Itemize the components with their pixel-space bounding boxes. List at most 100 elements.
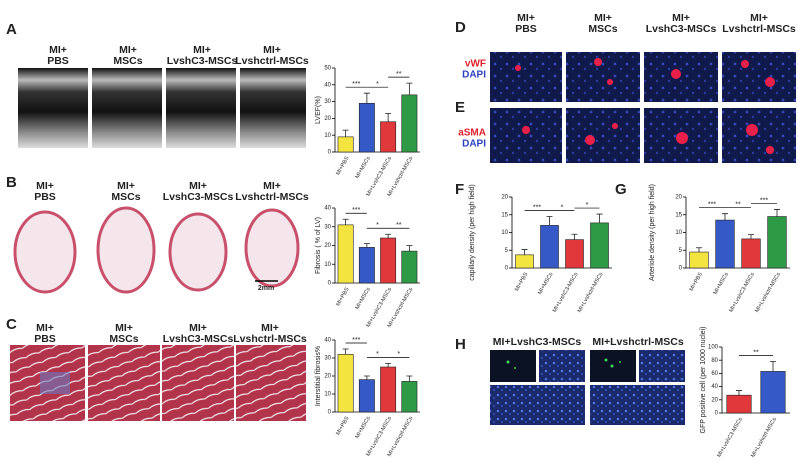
y-tick-label: 10 — [324, 133, 331, 139]
significance-label: * — [376, 222, 379, 229]
gfp-inset — [490, 350, 536, 382]
group-label: MI+Lvshctrl-MSCs — [592, 336, 683, 348]
bar — [380, 121, 397, 153]
y-axis-label: LVEF(%) — [315, 96, 322, 124]
bar — [380, 366, 397, 413]
significance-label: ** — [396, 71, 402, 78]
x-tick-label: MI+Lvshctrl-MSCs — [750, 417, 778, 459]
error-bar — [363, 92, 370, 104]
bar — [689, 251, 709, 269]
x-tick-label: MI+PBS — [335, 286, 351, 307]
x-tick-label: MI+Lvshctrl-MSCs — [754, 272, 782, 314]
error-bar — [774, 209, 780, 217]
gfp-image — [590, 385, 685, 425]
layout — [10, 52, 796, 425]
fluorescence-image — [722, 108, 796, 163]
bar — [726, 394, 752, 414]
panel-letter: A — [6, 21, 17, 38]
significance-label: ** — [753, 349, 759, 356]
x-tick-label: MI+Lvshctrl-MSCs — [577, 272, 605, 314]
y-tick-label: 0 — [679, 266, 683, 272]
heart-section — [13, 210, 77, 294]
y-tick-label: 15 — [675, 212, 682, 218]
y-tick-label: 10 — [324, 392, 331, 398]
group-label: MI+ — [193, 44, 211, 56]
x-tick-label: MI+LvshC3-MSCs — [716, 417, 744, 459]
error-bar — [385, 112, 392, 122]
group-label: MI+ — [115, 322, 133, 334]
panel-letter: C — [6, 316, 17, 333]
y-tick-label: 30 — [324, 224, 331, 230]
group-label: PBS — [515, 23, 537, 35]
significance-label: * — [376, 351, 379, 358]
gfp-inset — [639, 350, 685, 382]
significance-label: *** — [352, 207, 360, 214]
group-label: MSCs — [113, 55, 142, 67]
echo-image — [18, 68, 88, 148]
bar — [767, 216, 787, 269]
y-tick-label: 10 — [675, 230, 682, 236]
bar — [358, 247, 375, 284]
x-tick-label: MI+PBS — [514, 271, 530, 292]
group-label: LvshC3-MSCs — [163, 333, 234, 345]
y-tick-label: 0 — [328, 150, 332, 156]
panel-letter: B — [6, 174, 17, 191]
group-label: LvshC3-MSCs — [646, 23, 717, 35]
bar — [760, 371, 786, 414]
bar — [337, 354, 354, 413]
bar — [401, 94, 418, 153]
group-label: MI+ — [594, 12, 612, 24]
bar — [741, 238, 761, 269]
y-axis-label: Arteriole density (per high field) — [649, 184, 656, 281]
panel-letter: G — [615, 181, 627, 198]
gfp-inset — [539, 350, 585, 382]
significance-label: *** — [352, 337, 360, 344]
group-label: MI+ — [189, 322, 207, 334]
error-bar — [406, 375, 413, 382]
gfp-image — [490, 385, 585, 425]
histology-image — [88, 345, 160, 421]
fluorescence-image — [566, 52, 640, 102]
group-label: MSCs — [109, 333, 138, 345]
y-tick-label: 15 — [501, 212, 508, 218]
x-tick-label: MI+LvshC3-MSCs — [552, 272, 580, 314]
echo-image — [240, 68, 306, 148]
y-tick-label: 0 — [328, 410, 332, 416]
group-label: MSCs — [111, 191, 140, 203]
gfp-signal — [506, 358, 621, 369]
y-tick-label: 20 — [324, 243, 331, 249]
error-bar — [385, 233, 392, 238]
bar — [337, 136, 354, 153]
significance-label: * — [397, 351, 400, 358]
stain-label: aSMA — [458, 128, 486, 139]
significance-label: ** — [735, 202, 741, 209]
bar — [401, 381, 418, 413]
y-tick-label: 40 — [324, 82, 331, 88]
y-axis-label: capillary density (per high field) — [469, 184, 476, 281]
y-axis-label: Fibrosis ( % of LV) — [315, 217, 322, 274]
group-label: MI+ — [189, 180, 207, 192]
group-label: Lvshctrl-MSCs — [722, 23, 796, 35]
bar — [358, 379, 375, 413]
group-label: MI+ — [117, 180, 135, 192]
y-tick-label: 60 — [711, 371, 718, 377]
x-tick-label: MI+PBS — [335, 415, 351, 436]
y-tick-label: 5 — [679, 248, 683, 254]
error-bar — [385, 363, 392, 367]
error-bar — [342, 129, 349, 137]
group-label: PBS — [34, 191, 56, 203]
group-label: MI+ — [672, 12, 690, 24]
x-tick-label: MI+MSCs — [355, 416, 372, 440]
y-tick-label: 20 — [501, 195, 508, 201]
y-tick-label: 30 — [324, 356, 331, 362]
echo-image — [166, 68, 236, 148]
group-label: LvshC3-MSCs — [163, 191, 234, 203]
error-bar — [722, 213, 728, 221]
x-tick-label: MI+PBS — [689, 271, 705, 292]
y-tick-label: 5 — [505, 248, 509, 254]
x-tick-label: MI+MSCs — [355, 287, 372, 311]
significance-label: * — [376, 81, 379, 88]
error-bar — [406, 82, 413, 95]
y-tick-label: 40 — [324, 338, 331, 344]
